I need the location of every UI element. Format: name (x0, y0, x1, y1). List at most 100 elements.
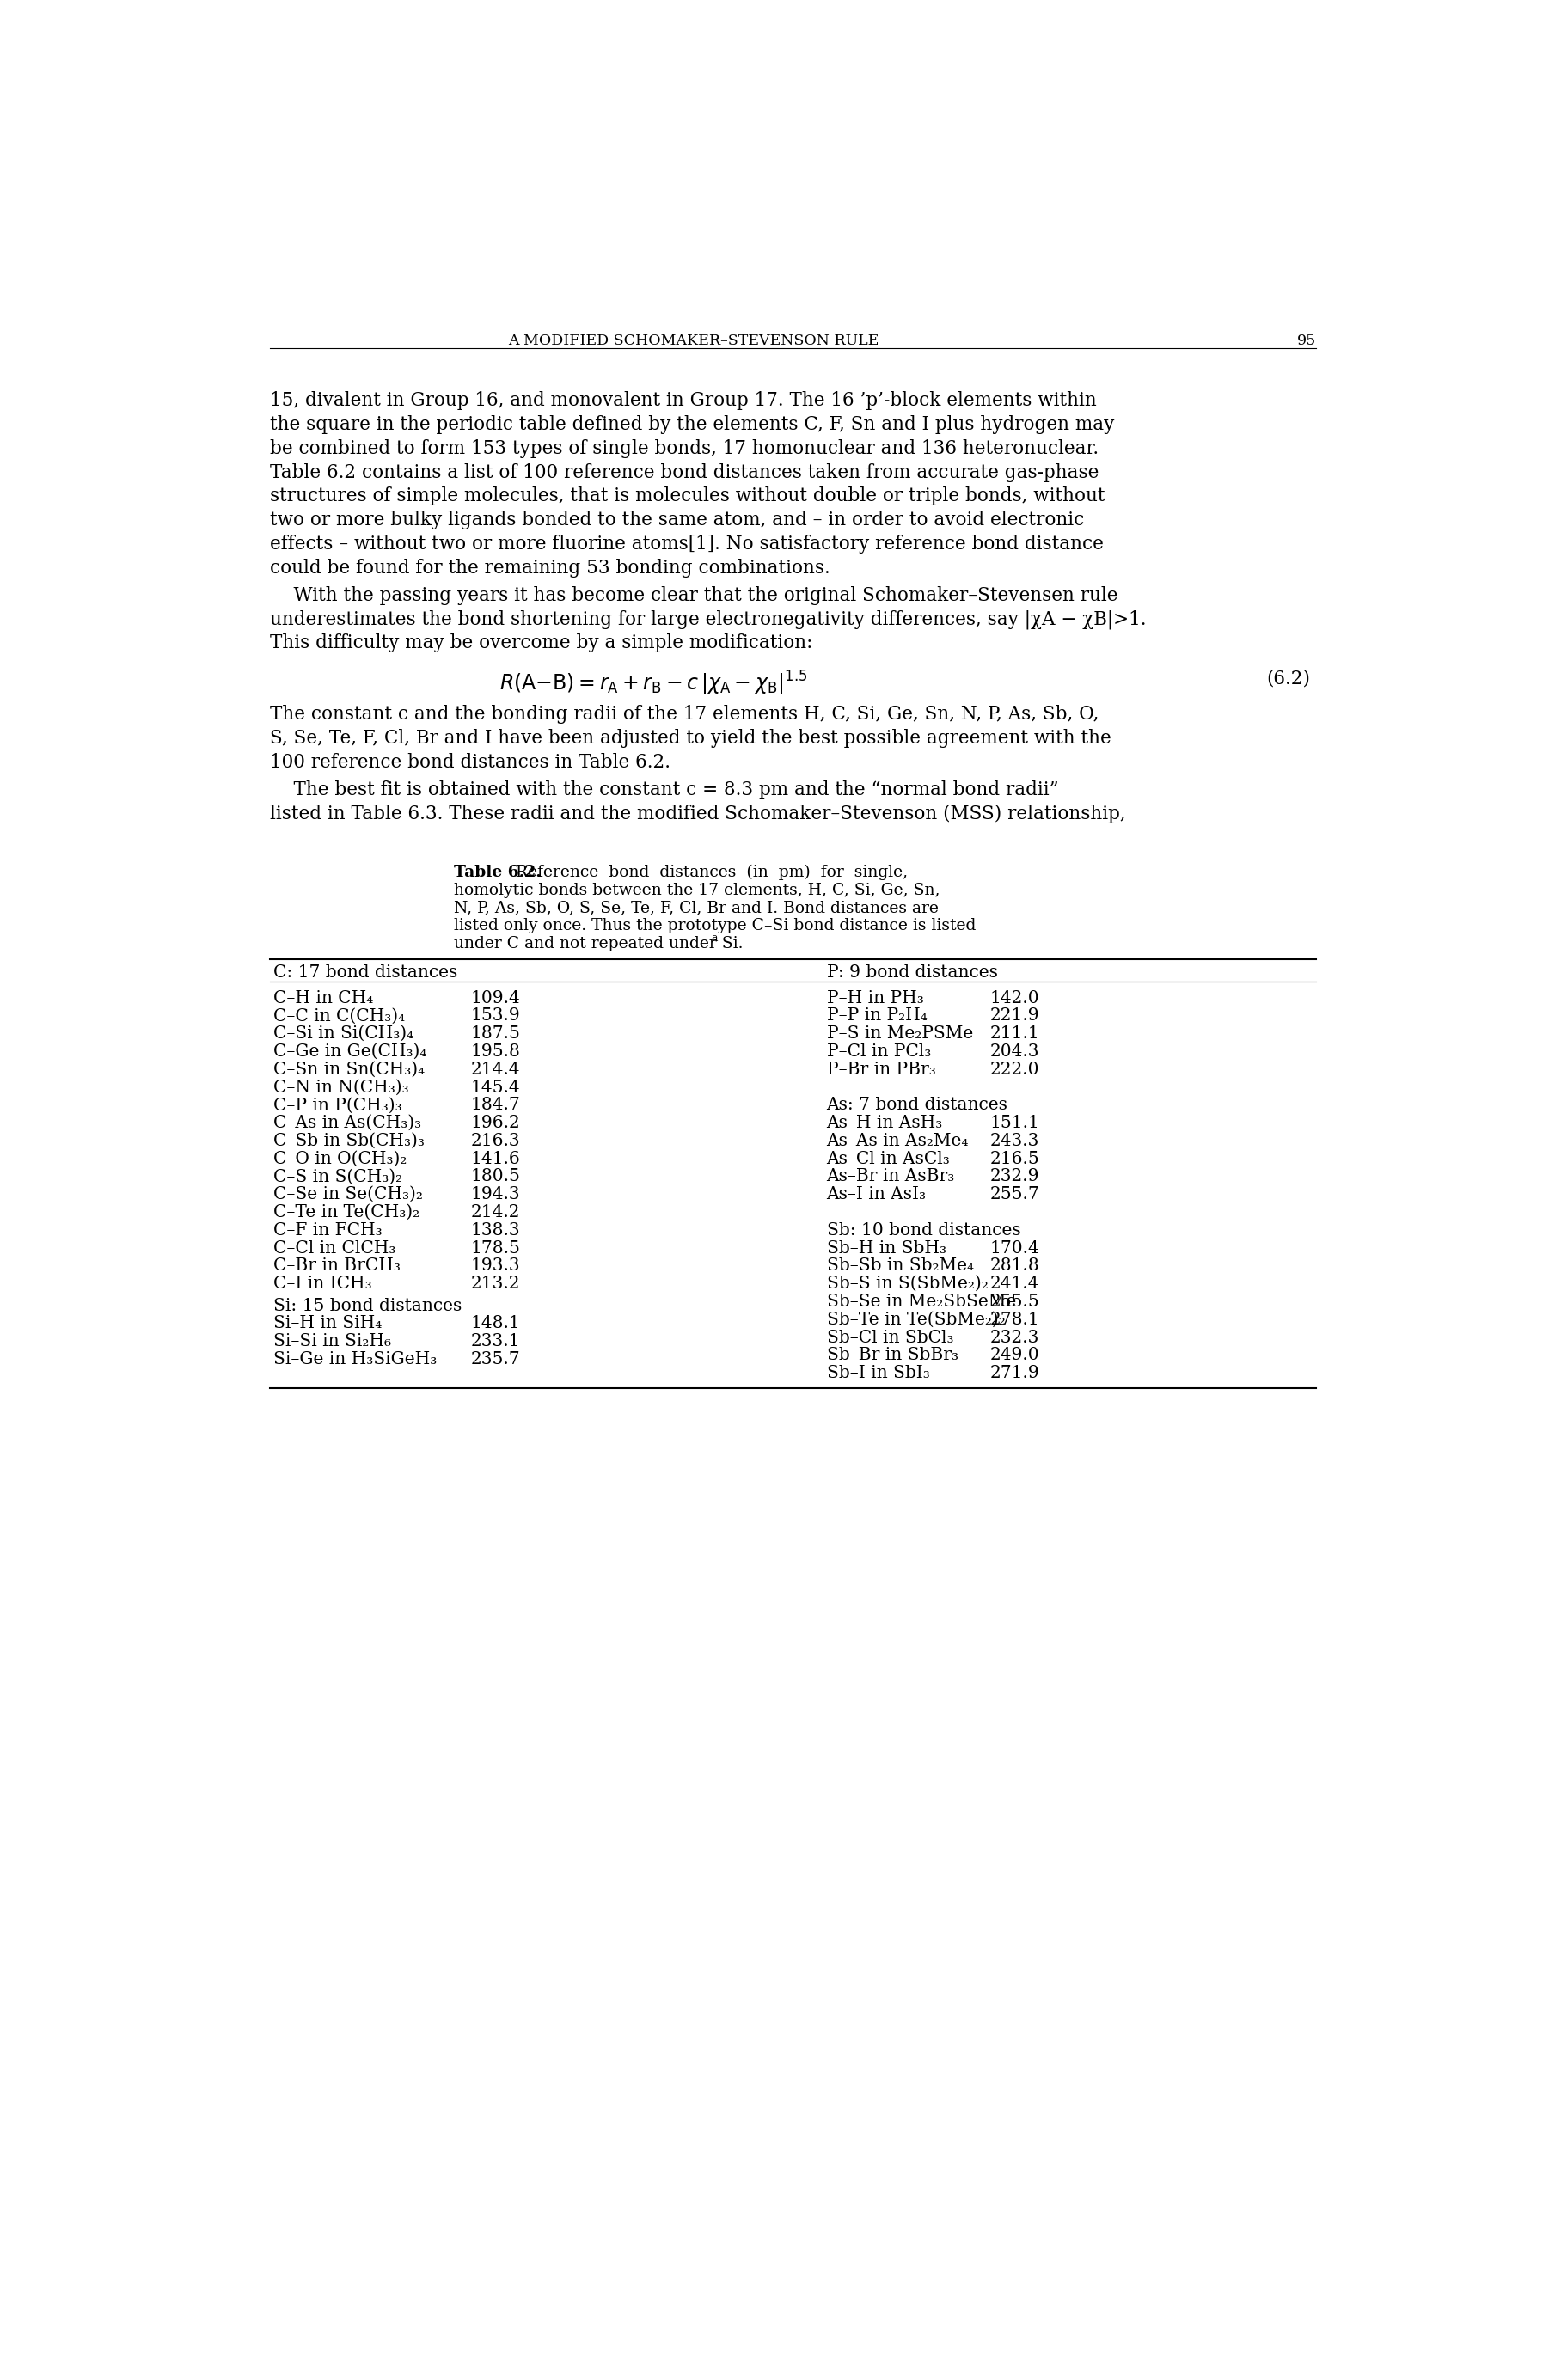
Text: C–Br in BrCH₃: C–Br in BrCH₃ (274, 1257, 401, 1273)
Text: As: 7 bond distances: As: 7 bond distances (827, 1097, 1008, 1114)
Text: 138.3: 138.3 (471, 1221, 520, 1238)
Text: 151.1: 151.1 (990, 1114, 1039, 1130)
Text: As–I in AsI₃: As–I in AsI₃ (827, 1185, 926, 1202)
Text: the square in the periodic table defined by the elements C, F, Sn and I plus hyd: the square in the periodic table defined… (270, 416, 1115, 433)
Text: two or more bulky ligands bonded to the same atom, and – in order to avoid elect: two or more bulky ligands bonded to the … (270, 512, 1084, 528)
Text: underestimates the bond shortening for large electronegativity differences, say : underestimates the bond shortening for l… (270, 609, 1146, 628)
Text: 278.1: 278.1 (990, 1311, 1039, 1328)
Text: As–Cl in AsCl₃: As–Cl in AsCl₃ (827, 1150, 950, 1166)
Text: As–H in AsH₃: As–H in AsH₃ (827, 1114, 943, 1130)
Text: 271.9: 271.9 (990, 1366, 1039, 1380)
Text: 255.5: 255.5 (990, 1295, 1039, 1309)
Text: 255.7: 255.7 (990, 1185, 1039, 1202)
Text: P–Cl in PCl₃: P–Cl in PCl₃ (827, 1042, 931, 1059)
Text: Sb–I in SbI₃: Sb–I in SbI₃ (827, 1366, 929, 1380)
Text: C–Si in Si(CH₃)₄: C–Si in Si(CH₃)₄ (274, 1026, 414, 1042)
Text: 221.9: 221.9 (990, 1007, 1039, 1023)
Text: The best fit is obtained with the constant c = 8.3 pm and the “normal bond radii: The best fit is obtained with the consta… (270, 781, 1060, 800)
Text: With the passing years it has become clear that the original Schomaker–Stevensen: With the passing years it has become cle… (270, 585, 1118, 605)
Text: C–Ge in Ge(CH₃)₄: C–Ge in Ge(CH₃)₄ (274, 1042, 428, 1059)
Text: listed only once. Thus the prototype C–Si bond distance is listed: listed only once. Thus the prototype C–S… (454, 919, 976, 933)
Text: C–Se in Se(CH₃)₂: C–Se in Se(CH₃)₂ (274, 1185, 423, 1202)
Text: C–S in S(CH₃)₂: C–S in S(CH₃)₂ (274, 1169, 403, 1185)
Text: 196.2: 196.2 (471, 1114, 520, 1130)
Text: Sb–Se in Me₂SbSeMe: Sb–Se in Me₂SbSeMe (827, 1295, 1016, 1309)
Text: As–Br in AsBr₃: As–Br in AsBr₃ (827, 1169, 954, 1185)
Text: C–As in As(CH₃)₃: C–As in As(CH₃)₃ (274, 1114, 421, 1130)
Text: 241.4: 241.4 (990, 1276, 1039, 1292)
Text: 142.0: 142.0 (990, 990, 1039, 1007)
Text: 204.3: 204.3 (990, 1042, 1039, 1059)
Text: P–Br in PBr₃: P–Br in PBr₃ (827, 1061, 936, 1078)
Text: Sb–H in SbH₃: Sb–H in SbH₃ (827, 1240, 946, 1257)
Text: 180.5: 180.5 (471, 1169, 520, 1185)
Text: P: 9 bond distances: P: 9 bond distances (827, 964, 998, 981)
Text: Reference  bond  distances  (in  pm)  for  single,: Reference bond distances (in pm) for sin… (505, 864, 908, 881)
Text: (6.2): (6.2) (1266, 669, 1310, 688)
Text: C–H in CH₄: C–H in CH₄ (274, 990, 373, 1007)
Text: C–Cl in ClCH₃: C–Cl in ClCH₃ (274, 1240, 397, 1257)
Text: C–Te in Te(CH₃)₂: C–Te in Te(CH₃)₂ (274, 1204, 420, 1221)
Text: 211.1: 211.1 (990, 1026, 1039, 1042)
Text: 184.7: 184.7 (471, 1097, 520, 1114)
Text: 153.9: 153.9 (471, 1007, 520, 1023)
Text: Sb–Cl in SbCl₃: Sb–Cl in SbCl₃ (827, 1330, 953, 1345)
Text: C–F in FCH₃: C–F in FCH₃ (274, 1221, 383, 1238)
Text: Sb: 10 bond distances: Sb: 10 bond distances (827, 1221, 1021, 1238)
Text: C–O in O(CH₃)₂: C–O in O(CH₃)₂ (274, 1150, 407, 1166)
Text: 235.7: 235.7 (471, 1352, 520, 1368)
Text: structures of simple molecules, that is molecules without double or triple bonds: structures of simple molecules, that is … (270, 488, 1106, 505)
Text: could be found for the remaining 53 bonding combinations.: could be found for the remaining 53 bond… (270, 559, 830, 578)
Text: Si–Ge in H₃SiGeH₃: Si–Ge in H₃SiGeH₃ (274, 1352, 437, 1368)
Text: 222.0: 222.0 (990, 1061, 1039, 1078)
Text: N, P, As, Sb, O, S, Se, Te, F, Cl, Br and I. Bond distances are: N, P, As, Sb, O, S, Se, Te, F, Cl, Br an… (454, 900, 939, 916)
Text: P–S in Me₂PSMe: P–S in Me₂PSMe (827, 1026, 973, 1042)
Text: 170.4: 170.4 (990, 1240, 1039, 1257)
Text: 216.5: 216.5 (990, 1150, 1039, 1166)
Text: 213.2: 213.2 (471, 1276, 520, 1292)
Text: 233.1: 233.1 (471, 1333, 520, 1349)
Text: Sb–Br in SbBr₃: Sb–Br in SbBr₃ (827, 1347, 957, 1364)
Text: $R(\mathrm{A{-}B}) = r_{\mathrm{A}} + r_{\mathrm{B}} - c\,|\chi_{\mathrm{A}} - \: $R(\mathrm{A{-}B}) = r_{\mathrm{A}} + r_… (499, 669, 807, 697)
Text: C–Sn in Sn(CH₃)₄: C–Sn in Sn(CH₃)₄ (274, 1061, 424, 1078)
Text: 109.4: 109.4 (471, 990, 520, 1007)
Text: 187.5: 187.5 (471, 1026, 520, 1042)
Text: 194.3: 194.3 (471, 1185, 520, 1202)
Text: Table 6.2 contains a list of 100 reference bond distances taken from accurate ga: Table 6.2 contains a list of 100 referen… (270, 464, 1100, 481)
Text: a: a (711, 933, 717, 945)
Text: P–H in PH₃: P–H in PH₃ (827, 990, 923, 1007)
Text: As–As in As₂Me₄: As–As in As₂Me₄ (827, 1133, 968, 1150)
Text: 100 reference bond distances in Table 6.2.: 100 reference bond distances in Table 6.… (270, 752, 671, 771)
Text: under C and not repeated under Si.: under C and not repeated under Si. (454, 935, 742, 952)
Text: Si–Si in Si₂H₆: Si–Si in Si₂H₆ (274, 1333, 392, 1349)
Text: 214.2: 214.2 (471, 1204, 520, 1221)
Text: 232.3: 232.3 (990, 1330, 1039, 1345)
Text: 95: 95 (1297, 333, 1317, 347)
Text: 216.3: 216.3 (471, 1133, 520, 1150)
Text: 243.3: 243.3 (990, 1133, 1039, 1150)
Text: A MODIFIED SCHOMAKER–STEVENSON RULE: A MODIFIED SCHOMAKER–STEVENSON RULE (508, 333, 878, 347)
Text: 232.9: 232.9 (990, 1169, 1039, 1185)
Text: 15, divalent in Group 16, and monovalent in Group 17. The 16 ’p’-block elements : 15, divalent in Group 16, and monovalent… (270, 390, 1097, 409)
Text: effects – without two or more fluorine atoms[1]. No satisfactory reference bond : effects – without two or more fluorine a… (270, 536, 1104, 555)
Text: Sb–S in S(SbMe₂)₂: Sb–S in S(SbMe₂)₂ (827, 1276, 988, 1292)
Text: This difficulty may be overcome by a simple modification:: This difficulty may be overcome by a sim… (270, 633, 813, 652)
Text: 193.3: 193.3 (471, 1257, 520, 1273)
Text: S, Se, Te, F, Cl, Br and I have been adjusted to yield the best possible agreeme: S, Se, Te, F, Cl, Br and I have been adj… (270, 728, 1112, 747)
Text: 249.0: 249.0 (990, 1347, 1039, 1364)
Text: 148.1: 148.1 (471, 1316, 520, 1333)
Text: 214.4: 214.4 (471, 1061, 520, 1078)
Text: C–C in C(CH₃)₄: C–C in C(CH₃)₄ (274, 1007, 406, 1023)
Text: 145.4: 145.4 (471, 1078, 520, 1095)
Text: C: 17 bond distances: C: 17 bond distances (274, 964, 459, 981)
Text: C–Sb in Sb(CH₃)₃: C–Sb in Sb(CH₃)₃ (274, 1133, 424, 1150)
Text: 178.5: 178.5 (471, 1240, 520, 1257)
Text: Table 6.2.: Table 6.2. (454, 864, 541, 881)
Text: The constant c and the bonding radii of the 17 elements H, C, Si, Ge, Sn, N, P, : The constant c and the bonding radii of … (270, 704, 1100, 724)
Text: Sb–Te in Te(SbMe₂)₂: Sb–Te in Te(SbMe₂)₂ (827, 1311, 1005, 1328)
Text: homolytic bonds between the 17 elements, H, C, Si, Ge, Sn,: homolytic bonds between the 17 elements,… (454, 883, 940, 897)
Text: C–I in ICH₃: C–I in ICH₃ (274, 1276, 372, 1292)
Text: 195.8: 195.8 (471, 1042, 520, 1059)
Text: C–P in P(CH₃)₃: C–P in P(CH₃)₃ (274, 1097, 403, 1114)
Text: 281.8: 281.8 (990, 1257, 1039, 1273)
